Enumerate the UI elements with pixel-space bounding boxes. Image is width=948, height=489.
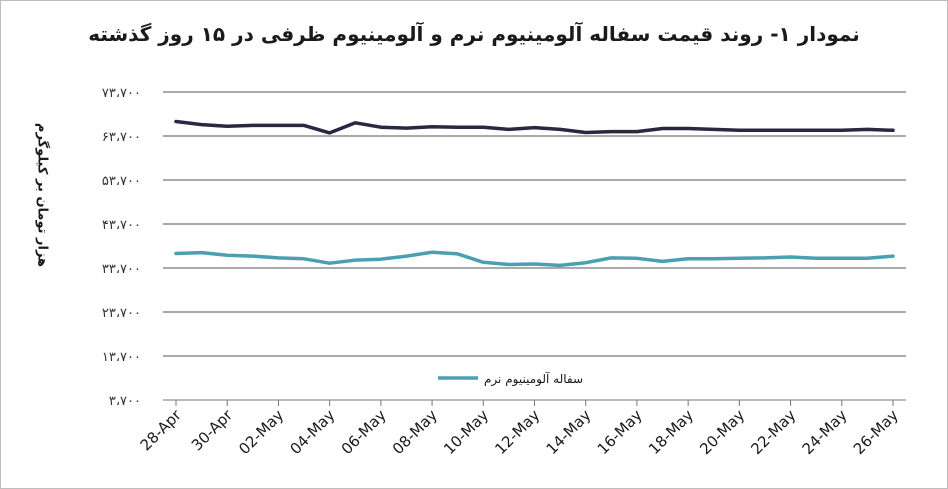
x-tick-label: 08-May (389, 406, 441, 458)
x-tick-label: 20-May (696, 406, 748, 458)
x-tick-label: 06-May (338, 406, 390, 458)
x-tick-label: 30-Apr (188, 406, 237, 455)
axes (163, 399, 906, 406)
x-tick-label: 02-May (235, 406, 287, 458)
x-tick-label: 14-May (543, 406, 595, 458)
y-tick-label: ۴۳،۷۰۰ (102, 218, 141, 233)
x-tick-label: 16-May (594, 406, 646, 458)
grid-lines (163, 91, 906, 357)
x-tick-label: 10-May (440, 406, 492, 458)
y-tick-labels: ۳،۷۰۰ ۱۳،۷۰۰ ۲۳،۷۰۰ ۳۳،۷۰۰ ۴۳،۷۰۰ ۵۳،۷۰۰ ۶۳،۷۰… (102, 86, 141, 409)
legend-label-1: سفاله آلومینیوم نرم (484, 371, 583, 387)
x-tick-label: 28-Apr (137, 406, 186, 455)
y-tick-label: ۲۳،۷۰۰ (102, 306, 141, 321)
y-tick-label: ۳۳،۷۰۰ (102, 262, 141, 277)
x-tick-label: 12-May (491, 406, 543, 458)
series-line-0 (174, 119, 895, 135)
x-tick-label: 04-May (286, 406, 338, 458)
x-tick-label: 24-May (799, 406, 851, 458)
y-tick-label: ۳،۷۰۰ (109, 394, 141, 409)
y-tick-label: ۵۳،۷۰۰ (102, 174, 141, 189)
x-tick-label: 22-May (747, 406, 799, 458)
x-tick-labels: 28-Apr 30-Apr 02-May 04-May 06-May 08-May 10-M… (137, 406, 902, 459)
legend: سفاله آلومینیوم نرم (438, 371, 583, 387)
y-tick-label: ۱۳،۷۰۰ (102, 350, 141, 365)
chart-title: نمودار ۱- روند قیمت سفاله آلومینیوم نرم … (88, 22, 860, 46)
y-tick-label: ۷۳،۷۰۰ (102, 86, 141, 101)
y-tick-label: ۶۳،۷۰۰ (102, 130, 141, 145)
x-tick-label: 18-May (645, 406, 697, 458)
series-lines (174, 119, 895, 268)
series-line-1 (174, 250, 895, 268)
x-tick-label: 26-May (850, 406, 902, 458)
